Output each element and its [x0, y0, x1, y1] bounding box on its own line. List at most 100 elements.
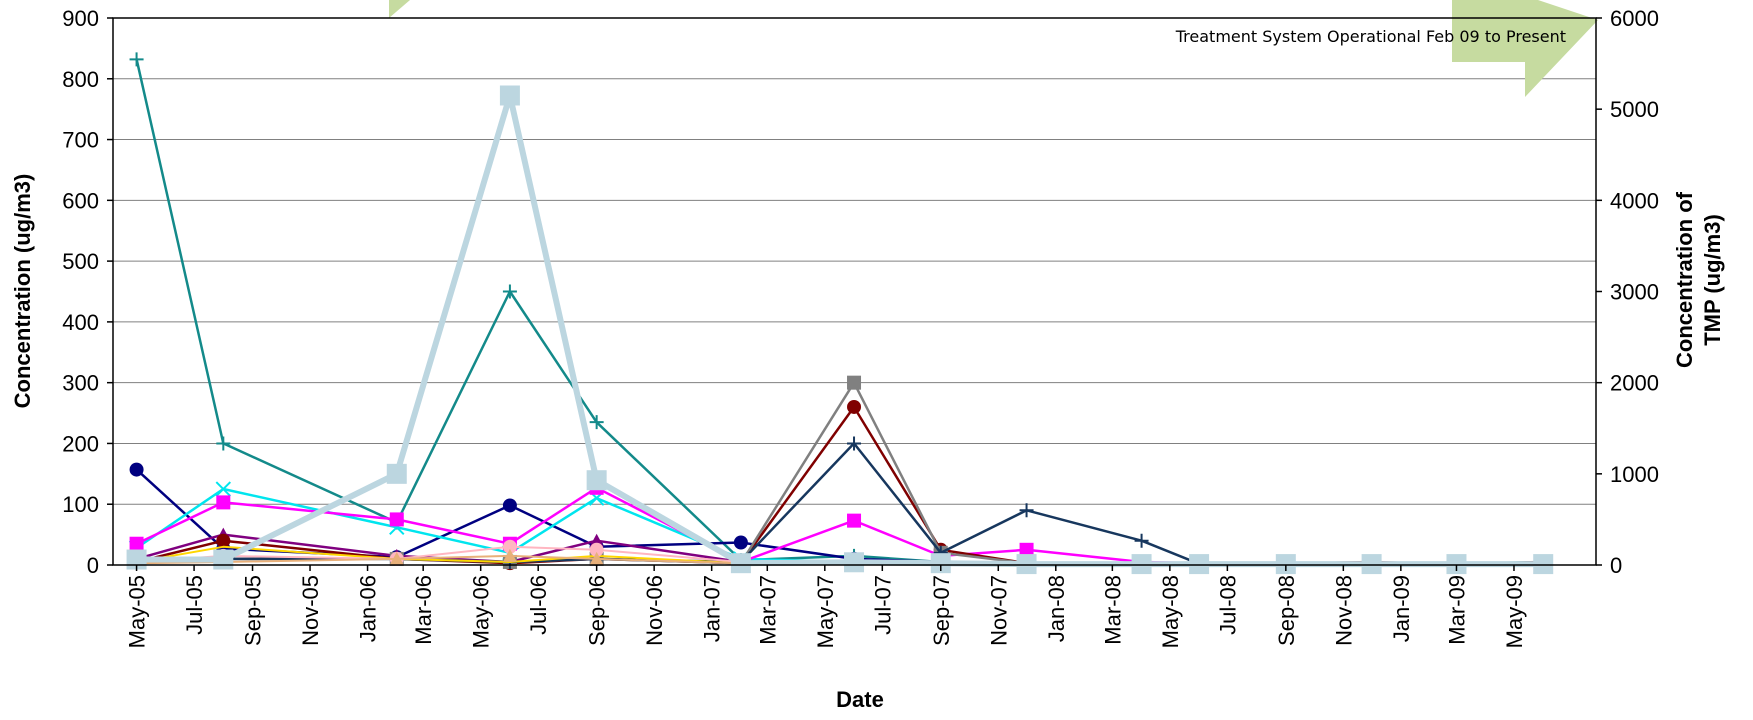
y2-tick-label: 1000 [1610, 462, 1659, 487]
series-5-line [136, 405, 1544, 566]
series-11-point [386, 463, 407, 484]
y-tick-label: 500 [62, 249, 99, 274]
series-11-point [586, 470, 607, 491]
x-tick-label: Sep-06 [585, 575, 610, 646]
y-tick-label: 600 [62, 188, 99, 213]
x-tick-label: Nov-07 [986, 575, 1011, 646]
y-tick-label: 300 [62, 371, 99, 396]
series-0-line [135, 59, 1544, 566]
plot-frame [112, 17, 1597, 566]
series-0-point [216, 436, 231, 451]
axes-layer [112, 17, 1597, 566]
series-10-point [389, 551, 404, 565]
x-tick-label: Sep-07 [929, 575, 954, 646]
x-tick-label: Jul-06 [526, 575, 551, 635]
y2-tick-label: 3000 [1610, 280, 1659, 305]
series-1-point [129, 462, 144, 477]
y-tick-label: 900 [62, 6, 99, 31]
y-axis-ticks: 0 100 200 300 400 500 600 700 800 900 [62, 6, 113, 578]
treatment-annotation: Treatment System Operational Feb 09 to P… [1175, 27, 1566, 46]
x-tick-label: Jul-07 [870, 575, 895, 635]
series-1-point [502, 498, 517, 513]
series-11-point [213, 549, 234, 570]
series-7-point [847, 436, 862, 451]
series-3-point [389, 512, 404, 527]
arrow-right [1452, 0, 1598, 97]
y2-tick-label: 4000 [1610, 188, 1659, 213]
series-3-point [216, 495, 231, 510]
y-tick-label: 700 [62, 128, 99, 153]
series-0 [129, 52, 1551, 572]
x-tick-label: May-06 [469, 575, 494, 648]
series-5-point [847, 399, 862, 414]
x-tick-label: Jan-08 [1044, 575, 1069, 642]
series-11-point [1131, 554, 1152, 575]
series-11-point [930, 553, 951, 574]
series-2-point [215, 481, 232, 497]
x-tick-label: Nov-06 [642, 575, 667, 646]
x-tick-label: Nov-05 [298, 575, 323, 646]
series-9-point [502, 539, 517, 554]
series-9-point [589, 542, 604, 557]
series-4-point [589, 533, 604, 547]
series-11-point [1446, 554, 1467, 575]
x-tick-label: Nov-08 [1331, 575, 1356, 646]
series-layer [126, 52, 1554, 575]
series-11-point [1361, 554, 1382, 575]
x-tick-label: Jul-05 [182, 575, 207, 635]
series-1-point [733, 535, 748, 550]
x-tick-label: May-07 [813, 575, 838, 648]
y-axis-title: Concentration (ug/m3) [10, 174, 35, 409]
series-10-point [589, 551, 604, 565]
x-axis-ticks: May-05 Jul-05 Sep-05 Nov-05 Jan-06 Mar-06 May-… [125, 565, 1527, 648]
series-6-line [136, 381, 1544, 566]
series-11-point [844, 552, 865, 573]
series-6-point [847, 375, 862, 390]
series-5 [129, 399, 1551, 572]
x-tick-label: Mar-06 [411, 575, 436, 645]
series-3-point [847, 513, 862, 528]
y-tick-label: 200 [62, 431, 99, 456]
series-0-point [589, 415, 604, 430]
x-tick-label: Jan-09 [1389, 575, 1414, 642]
series-11-point [1533, 554, 1554, 575]
x-tick-label: Jan-07 [700, 575, 725, 642]
y-tick-label: 400 [62, 310, 99, 335]
x-tick-label: Jan-06 [356, 575, 381, 642]
series-7-point [1134, 533, 1149, 548]
x-tick-label: Mar-09 [1444, 575, 1469, 645]
x-tick-label: May-09 [1502, 575, 1527, 648]
series-5-point [216, 533, 231, 548]
y-tick-label: 800 [62, 67, 99, 92]
y-tick-label: 100 [62, 492, 99, 517]
series-0-point [129, 52, 144, 67]
series-7-point [1019, 503, 1034, 518]
series-11 [126, 85, 1554, 575]
arrow-left-tip [389, 0, 410, 18]
y2-tick-label: 0 [1610, 553, 1622, 578]
series-3-point [129, 536, 144, 551]
series-11-point [1275, 554, 1296, 575]
x-tick-label: Sep-08 [1274, 575, 1299, 646]
y2-axis-title-line1: Concentration of [1672, 191, 1697, 368]
y2-tick-label: 2000 [1610, 371, 1659, 396]
x-tick-label: Mar-08 [1100, 575, 1125, 645]
x-tick-label: May-08 [1158, 575, 1183, 648]
x-tick-label: Mar-07 [755, 575, 780, 645]
series-11-point [1189, 554, 1210, 575]
series-10-point [502, 548, 517, 562]
series-11-point [730, 553, 751, 574]
y2-axis-ticks: 0 1000 2000 3000 4000 5000 6000 [1596, 6, 1659, 578]
y2-axis-title-line2: TMP (ug/m3) [1700, 214, 1725, 346]
x-tick-label: May-05 [125, 575, 150, 648]
y2-tick-label: 6000 [1610, 6, 1659, 31]
treatment-arrows [389, 0, 1598, 97]
y2-tick-label: 5000 [1610, 97, 1659, 122]
series-11-line [136, 92, 1544, 568]
x-tick-label: Sep-05 [241, 575, 266, 646]
series-3-point [1019, 542, 1034, 557]
series-6 [129, 375, 1551, 572]
series-0-point [502, 284, 517, 299]
y-tick-label: 0 [87, 553, 99, 578]
